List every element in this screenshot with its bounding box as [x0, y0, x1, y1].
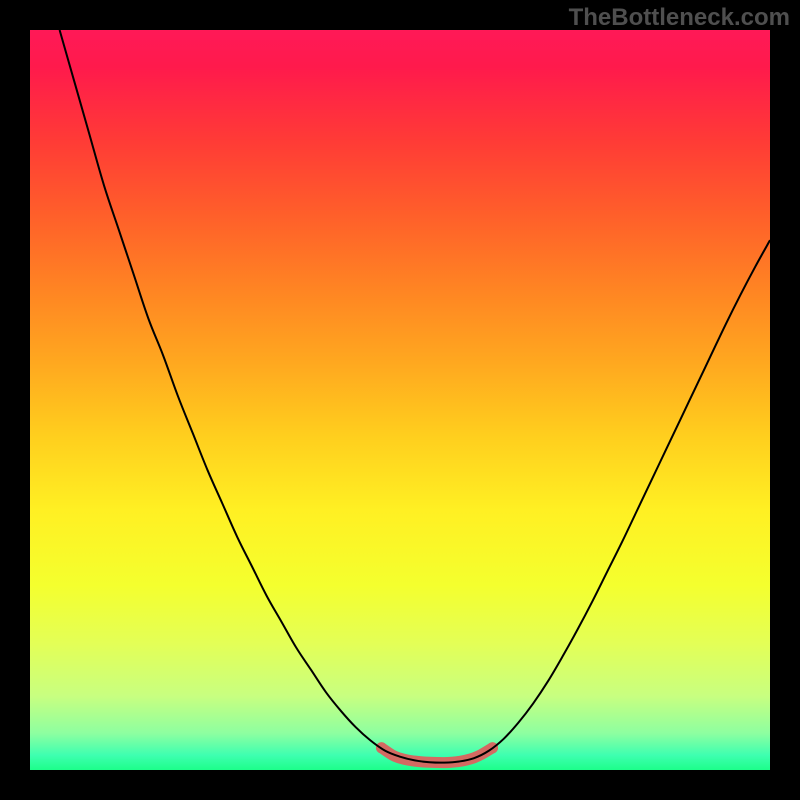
- chart-background: [30, 30, 770, 770]
- chart-canvas: [0, 0, 800, 800]
- bottleneck-chart: TheBottleneck.com: [0, 0, 800, 800]
- watermark-text: TheBottleneck.com: [569, 4, 790, 32]
